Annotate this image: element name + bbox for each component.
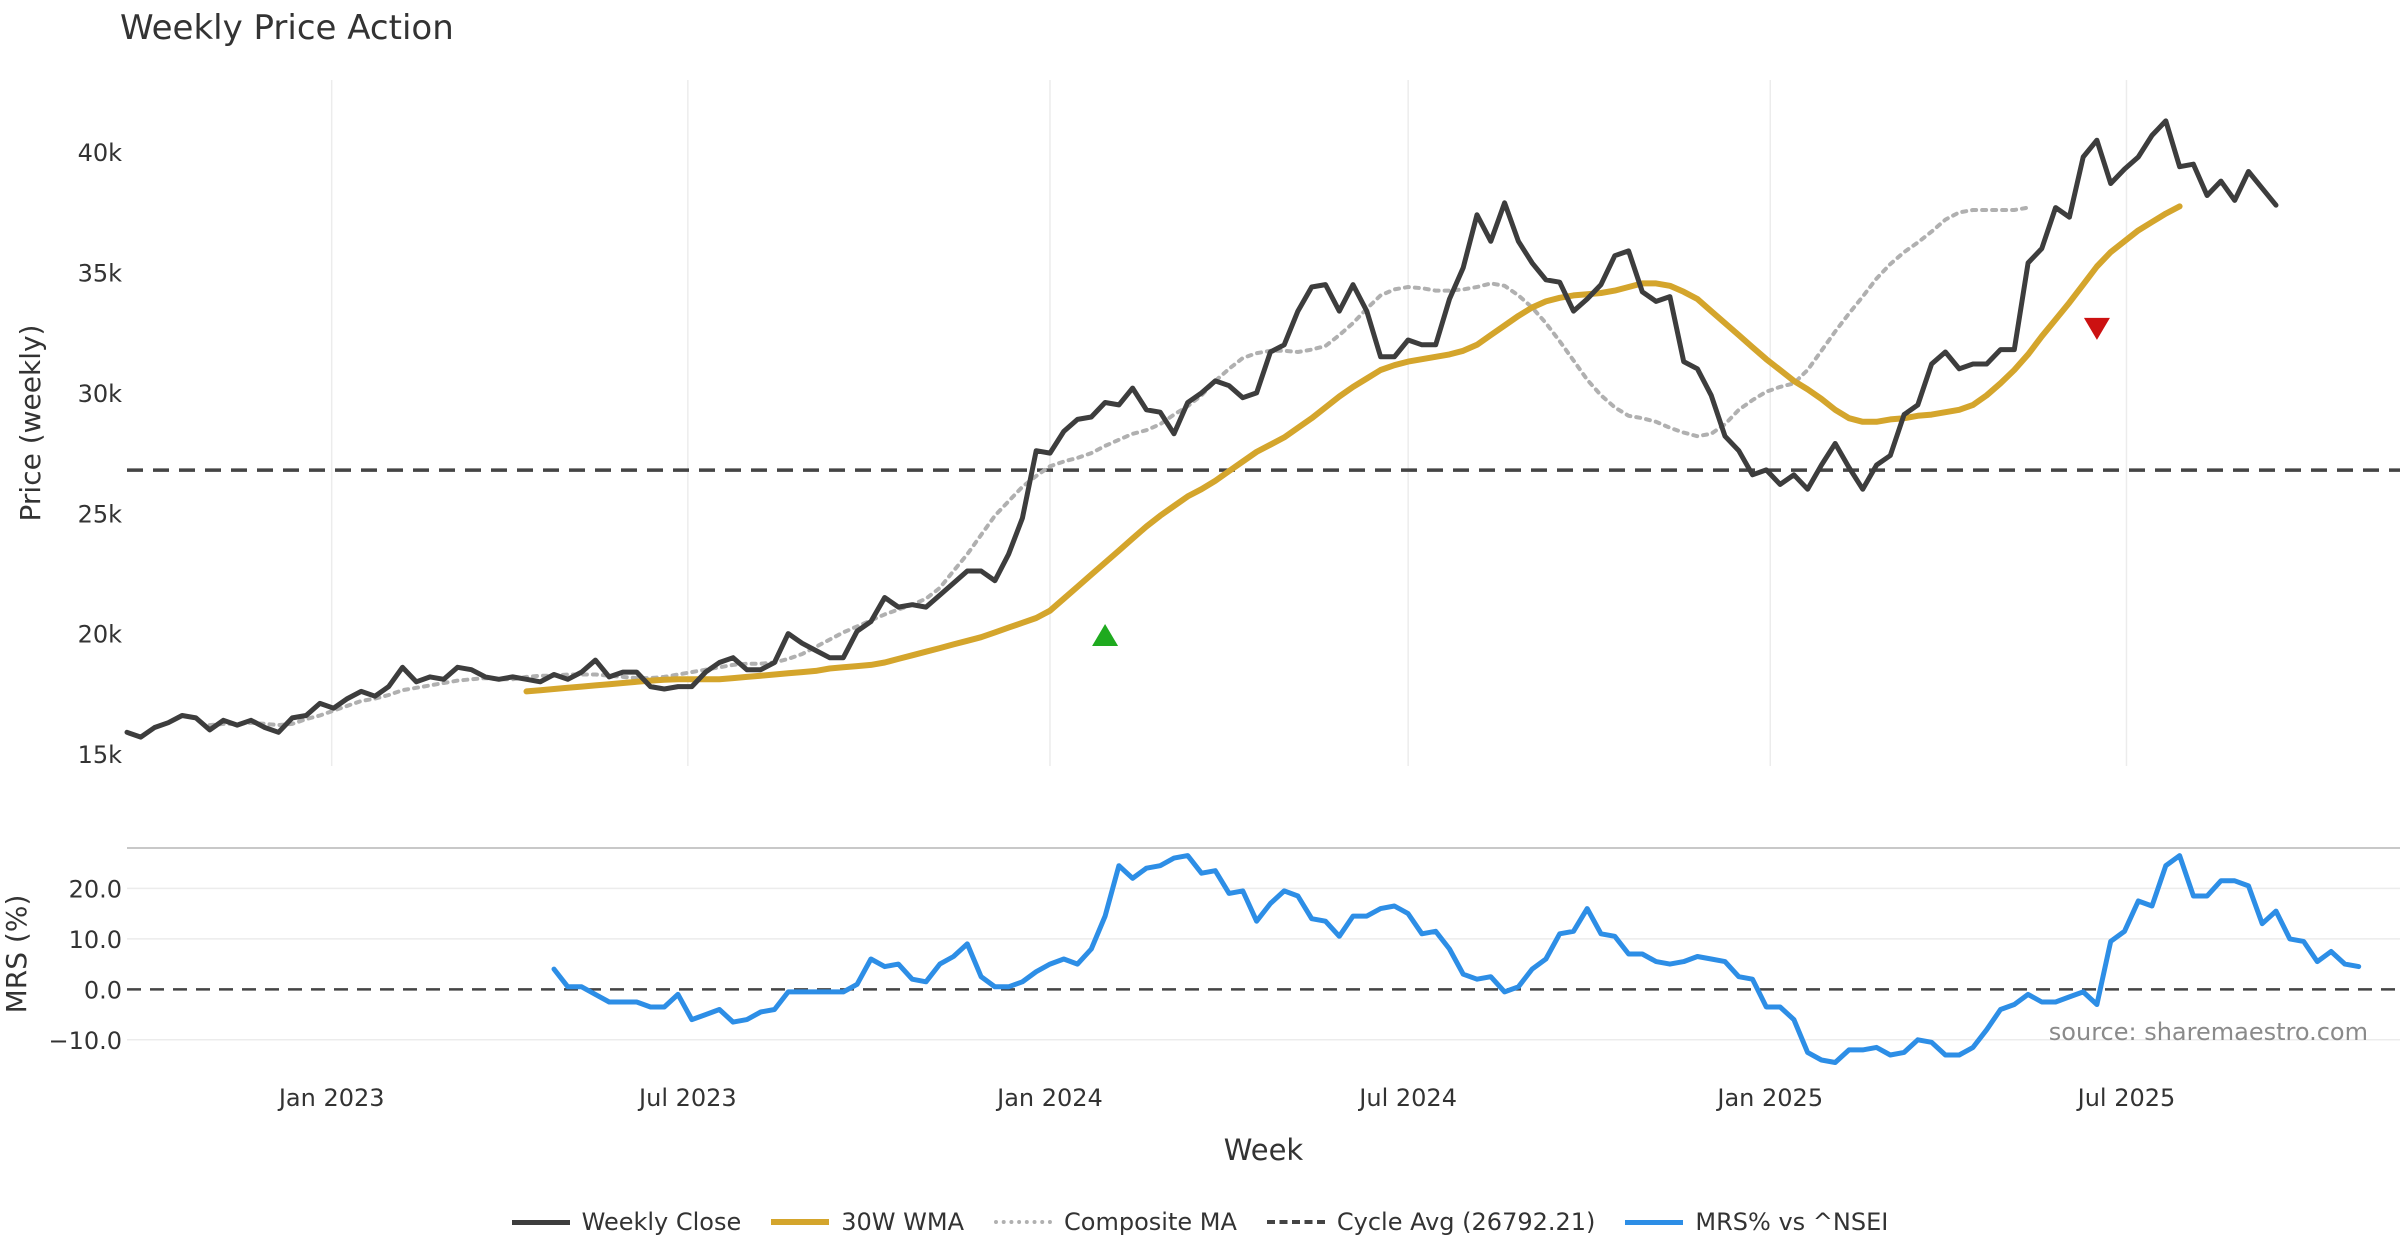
mrs-y-axis-label: MRS (%) bbox=[0, 895, 33, 1014]
legend-swatch bbox=[511, 1219, 570, 1225]
legend-item-mrs: MRS% vs ^NSEI bbox=[1625, 1208, 1888, 1236]
x-tick-label: Jan 2025 bbox=[1715, 1084, 1823, 1112]
legend-swatch bbox=[771, 1219, 830, 1225]
mrs-y-tick-label: 20.0 bbox=[69, 875, 122, 903]
legend-item-composite: Composite MA bbox=[994, 1208, 1237, 1236]
mrs-y-tick-label: −10.0 bbox=[48, 1027, 122, 1055]
x-tick-label: Jul 2023 bbox=[637, 1084, 737, 1112]
series bbox=[124, 118, 2362, 1065]
legend-label: Weekly Close bbox=[581, 1208, 742, 1236]
legend-item-cycle: Cycle Avg (26792.21) bbox=[1266, 1208, 1596, 1236]
mrs-y-tick-label: 10.0 bbox=[69, 926, 122, 954]
price-y-tick-label: 35k bbox=[78, 260, 123, 288]
sell-signal-marker bbox=[2083, 317, 2110, 340]
source-label: source: sharemaestro.com bbox=[2048, 1018, 2368, 1046]
x-tick-label: Jul 2025 bbox=[2076, 1084, 2176, 1112]
legend-label: Cycle Avg (26792.21) bbox=[1336, 1208, 1596, 1236]
price-y-tick-label: 30k bbox=[78, 380, 123, 408]
legend-item-wma: 30W WMA bbox=[771, 1208, 964, 1236]
composite-series-line bbox=[207, 205, 2031, 728]
legend-swatch bbox=[1625, 1219, 1684, 1225]
x-tick-label: Jan 2024 bbox=[995, 1084, 1103, 1112]
legend-label: MRS% vs ^NSEI bbox=[1695, 1208, 1889, 1236]
price-y-tick-label: 20k bbox=[78, 621, 123, 649]
signals bbox=[1092, 317, 2110, 647]
price-y-tick-label: 15k bbox=[78, 741, 123, 769]
mrs-y-tick-label: 0.0 bbox=[84, 976, 122, 1004]
legend: Weekly Close 30W WMA Composite MA Cycle Avg… bbox=[0, 1208, 2400, 1236]
grid bbox=[127, 80, 2400, 1041]
legend-swatch bbox=[994, 1220, 1053, 1224]
chart-title: Weekly Price Action bbox=[120, 8, 454, 48]
close-series-line bbox=[124, 118, 2279, 740]
price-y-axis-label: Price (weekly) bbox=[14, 325, 47, 522]
price-y-tick-label: 25k bbox=[78, 500, 123, 528]
mrs-series-line bbox=[551, 853, 2362, 1065]
x-tick-label: Jul 2024 bbox=[1357, 1084, 1457, 1112]
legend-label: 30W WMA bbox=[841, 1208, 965, 1236]
wma-series-line bbox=[523, 203, 2183, 695]
legend-item-close: Weekly Close bbox=[511, 1208, 742, 1236]
axes: 15k 20k 25k 30k 35k 40k −10.0 0.0 10.0 20.0 Jan 20… bbox=[0, 139, 2175, 1167]
x-tick-label: Jan 2023 bbox=[277, 1084, 385, 1112]
legend-swatch bbox=[1266, 1220, 1325, 1224]
legend-label: Composite MA bbox=[1064, 1208, 1237, 1236]
buy-signal-marker bbox=[1092, 624, 1119, 647]
price-y-tick-label: 40k bbox=[78, 139, 123, 167]
reference-lines bbox=[127, 468, 2400, 991]
x-axis-label: Week bbox=[1224, 1133, 1304, 1167]
